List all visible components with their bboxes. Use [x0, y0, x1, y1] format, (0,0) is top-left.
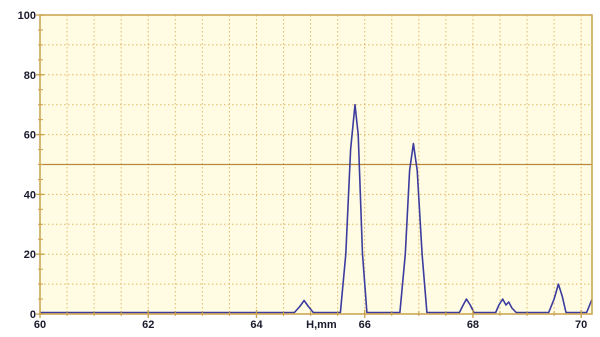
x-tick-label: 66	[359, 319, 371, 331]
x-tick-label: 64	[250, 319, 263, 331]
x-tick-label: 62	[142, 319, 154, 331]
x-tick-label: 60	[34, 319, 46, 331]
axis-ticks: 0 20 40 60 80 100 60 62 64 66 68 70	[18, 10, 588, 331]
y-tick-label: 60	[24, 130, 36, 142]
x-tick-label: 70	[575, 319, 587, 331]
series-group	[40, 103, 592, 314]
y-tick-label: 40	[24, 189, 36, 201]
y-tick-label: 20	[24, 249, 36, 261]
y-tick-label: 80	[24, 70, 36, 82]
y-tick-label: 100	[18, 10, 36, 22]
x-tick-label: 68	[467, 319, 479, 331]
y-tick-label: 0	[30, 309, 36, 321]
x-axis-label: H,mm	[306, 319, 337, 331]
series-line-0	[40, 103, 592, 314]
